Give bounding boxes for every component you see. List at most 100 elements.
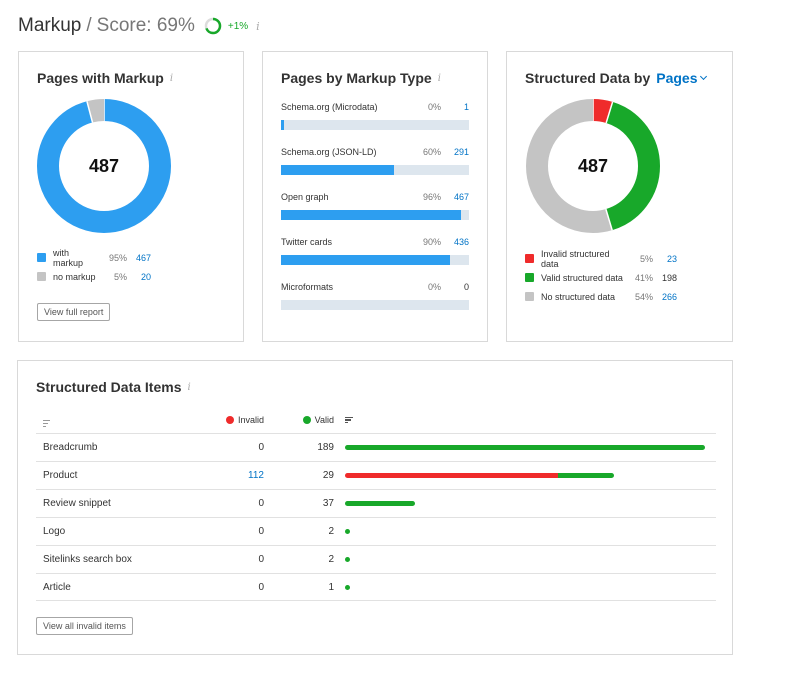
legend-count: 198 xyxy=(661,272,677,283)
slice-separator xyxy=(605,101,614,124)
item-invalid-count[interactable]: 112 xyxy=(248,470,264,481)
markup-type-count[interactable]: 291 xyxy=(453,147,469,157)
page-title: Markup xyxy=(18,15,82,36)
card-title: Structured Data Items i xyxy=(36,379,191,395)
score-ring-icon xyxy=(204,17,222,35)
item-bar-cell xyxy=(334,574,716,600)
markup-total: 487 xyxy=(88,156,120,176)
item-invalid-count: 0 xyxy=(258,526,264,537)
legend-swatch xyxy=(525,273,534,282)
valid-bar[interactable] xyxy=(345,585,350,590)
markup-type-percent: 0% xyxy=(427,282,441,292)
markup-type-bar-track xyxy=(281,120,469,130)
markup-type-bar-track xyxy=(281,210,469,220)
valid-bar[interactable] xyxy=(345,445,705,450)
item-bar-cell xyxy=(334,490,716,517)
markup-type-bar-track xyxy=(281,255,469,265)
legend-count[interactable]: 23 xyxy=(666,253,677,264)
legend-percent: 5% xyxy=(113,271,127,282)
info-icon[interactable]: i xyxy=(256,19,260,33)
valid-column-header[interactable]: Valid xyxy=(264,415,334,425)
markup-type-name: Microformats xyxy=(281,282,334,292)
table-header: Invalid Valid xyxy=(36,407,716,433)
item-bar-cell xyxy=(334,462,716,489)
card-title: Pages by Markup Type i xyxy=(281,70,441,86)
markup-type-bar-track xyxy=(281,300,469,310)
legend-label: no markup xyxy=(53,271,96,282)
sort-icon[interactable] xyxy=(345,416,353,424)
donut-slice[interactable] xyxy=(526,99,660,233)
markup-type-count[interactable]: 467 xyxy=(453,192,469,202)
legend-percent: 54% xyxy=(634,291,653,302)
markup-type-count[interactable]: 436 xyxy=(453,237,469,247)
item-bar-cell xyxy=(334,434,716,461)
legend-percent: 95% xyxy=(108,252,127,263)
markup-type-name: Open graph xyxy=(281,192,329,202)
valid-bar[interactable] xyxy=(558,473,614,478)
card-title: Pages with Markup i xyxy=(37,70,173,86)
info-icon[interactable]: i xyxy=(437,72,441,84)
markup-type-card: Pages by Markup Type i Schema.org (Micro… xyxy=(262,51,488,342)
markup-type-bar-track xyxy=(281,165,469,175)
markup-type-head: Microformats 0% 0 xyxy=(281,281,469,293)
item-valid-count: 2 xyxy=(328,526,334,537)
table-row[interactable]: Article 0 1 xyxy=(36,573,716,601)
markup-type-row: Microformats 0% 0 xyxy=(281,281,469,310)
markup-donut-chart xyxy=(37,99,171,233)
view-all-invalid-items-button[interactable]: View all invalid items xyxy=(36,617,133,635)
card-title-text: Structured Data by xyxy=(525,70,651,86)
legend-swatch xyxy=(525,292,534,301)
item-name: Article xyxy=(43,581,71,593)
invalid-header-label: Invalid xyxy=(237,415,264,425)
pages-dropdown[interactable]: Pages xyxy=(656,70,707,86)
view-full-report-button[interactable]: View full report xyxy=(37,303,111,321)
valid-bar[interactable] xyxy=(345,529,350,534)
legend-count[interactable]: 467 xyxy=(135,252,151,263)
item-name: Logo xyxy=(43,526,66,537)
donut-slice[interactable] xyxy=(526,99,660,233)
legend-item: Invalid structured data 5% 23 xyxy=(525,249,677,269)
legend-count[interactable]: 266 xyxy=(661,291,677,302)
info-icon[interactable]: i xyxy=(169,72,174,84)
structured-donut: 487 xyxy=(526,99,660,233)
item-bar-cell xyxy=(334,518,716,545)
page-header: Markup / Score: 69% +1% i xyxy=(18,12,260,40)
valid-bar[interactable] xyxy=(345,501,416,506)
valid-bar[interactable] xyxy=(345,557,350,562)
item-valid-count: 29 xyxy=(322,470,334,481)
markup-type-count[interactable]: 1 xyxy=(463,102,469,112)
name-column-header[interactable] xyxy=(36,413,192,427)
table-row[interactable]: Review snippet 0 37 xyxy=(36,489,716,517)
invalid-column-header[interactable]: Invalid xyxy=(192,415,264,425)
sort-icon[interactable] xyxy=(43,420,50,427)
markup-legend: with markup 95% 467 no markup 5% 20 xyxy=(37,248,151,286)
valid-header-label: Valid xyxy=(314,415,334,425)
invalid-bar[interactable] xyxy=(345,473,559,478)
slice-separator xyxy=(86,101,94,123)
card-title-text: Pages with Markup xyxy=(37,70,164,86)
item-invalid-count: 0 xyxy=(258,554,264,565)
card-title-text: Structured Data Items xyxy=(36,379,182,395)
markup-type-bar[interactable] xyxy=(281,255,451,265)
table-row[interactable]: Logo 0 2 xyxy=(36,517,716,545)
markup-type-bar[interactable] xyxy=(281,120,284,130)
item-invalid-count: 0 xyxy=(258,498,264,509)
table-row[interactable]: Breadcrumb 0 189 xyxy=(36,433,716,461)
donut-slice[interactable] xyxy=(37,99,171,233)
markup-type-bar[interactable] xyxy=(281,210,462,220)
markup-type-head: Twitter cards 90% 436 xyxy=(281,236,469,248)
markup-type-name: Schema.org (Microdata) xyxy=(281,102,378,112)
markup-type-head: Schema.org (Microdata) 0% 1 xyxy=(281,101,469,113)
info-icon[interactable]: i xyxy=(187,381,191,393)
markup-type-percent: 90% xyxy=(422,237,441,247)
item-valid-count: 189 xyxy=(317,442,334,453)
item-valid-count: 1 xyxy=(328,581,334,593)
chevron-down-icon xyxy=(699,72,707,80)
table-row[interactable]: Product 112 29 xyxy=(36,461,716,489)
table-row[interactable]: Sitelinks search box 0 2 xyxy=(36,545,716,573)
bar-column-header[interactable] xyxy=(334,407,716,433)
legend-percent: 5% xyxy=(639,253,653,264)
markup-type-bar[interactable] xyxy=(281,165,394,175)
legend-count[interactable]: 20 xyxy=(140,271,151,282)
structured-items-card: Structured Data Items i Invalid Valid Br… xyxy=(17,360,733,655)
